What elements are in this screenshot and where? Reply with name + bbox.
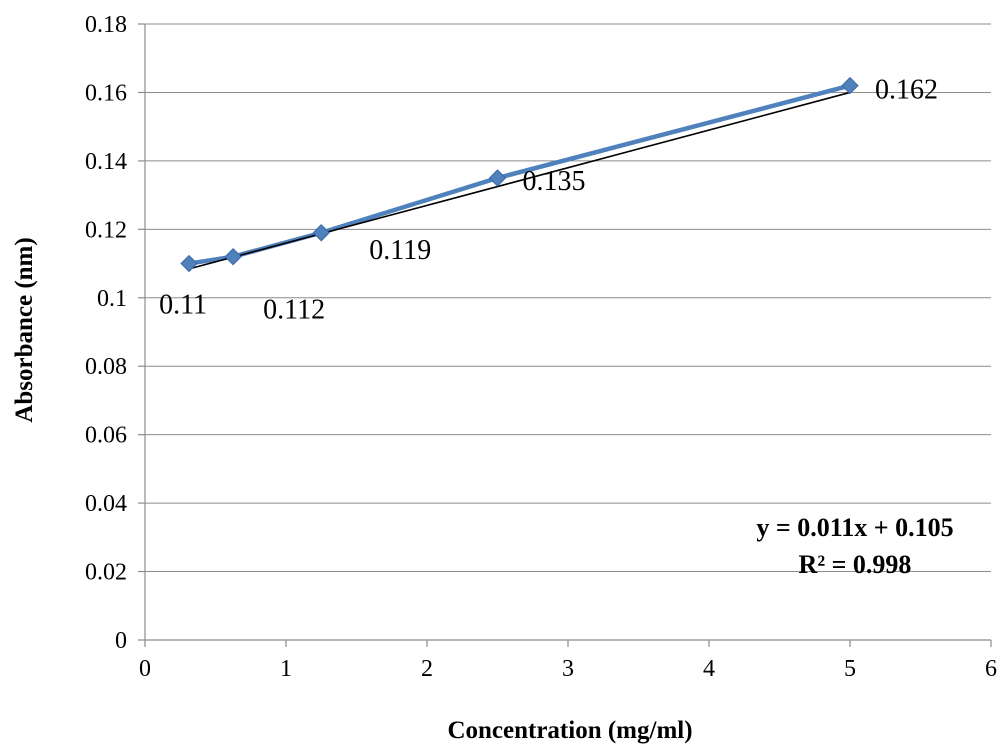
data-point [312,224,330,242]
y-tick-label: 0.06 [85,423,127,449]
data-label: 0.11 [159,290,207,321]
x-tick-label: 0 [139,656,151,682]
y-tick-label: 0.14 [85,149,127,175]
trendline-line [188,91,851,270]
x-axis-title: Concentration (mg/ml) [447,717,692,744]
x-tick-label: 3 [562,656,574,682]
data-label: 0.135 [523,166,586,197]
y-tick-label: 0.12 [85,217,127,243]
x-tick-label: 4 [703,656,715,682]
data-point [488,169,507,187]
data-point [180,254,198,273]
trendline-equation: y = 0.011x + 0.105 [756,513,953,542]
y-tick-label: 0 [115,628,127,654]
y-tick-label: 0.04 [85,491,127,517]
y-tick-label: 0.16 [85,80,127,106]
x-tick-label: 1 [280,656,292,682]
data-labels: 0.11 0.112 0.119 0.135 0.162 [159,75,938,326]
tick-labels: 0 0.02 0.04 0.06 0.08 0.1 0.12 0.14 0.16 0.18 0 1 2 3… [85,12,997,682]
data-point [841,76,859,95]
data-label: 0.112 [263,295,325,326]
x-tick-label: 5 [844,656,856,682]
axes [138,23,992,647]
gridlines [145,23,991,573]
y-tick-label: 0.02 [85,560,127,586]
markers [180,76,859,273]
series-line [188,83,851,266]
data-point [224,248,242,266]
y-tick-label: 0.18 [85,12,127,38]
x-tick-label: 6 [985,656,997,682]
y-tick-label: 0.08 [85,354,127,380]
x-tick-label: 2 [421,656,433,682]
trendline-r-squared: R² = 0.998 [799,550,912,579]
data-label: 0.162 [875,75,938,106]
data-series [188,83,851,266]
trendline [188,91,851,270]
data-label: 0.119 [369,235,431,266]
y-axis-title: Absorbance (nm) [11,237,38,422]
y-tick-label: 0.1 [97,286,127,312]
